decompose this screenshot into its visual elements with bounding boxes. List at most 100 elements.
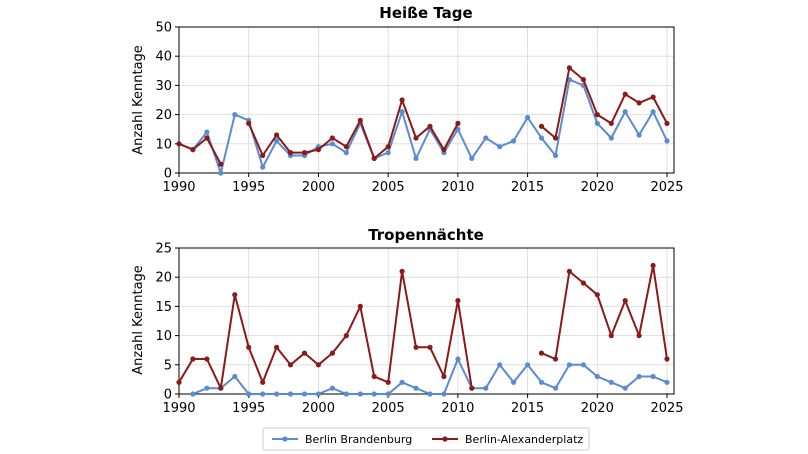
data-point-berlin-brandenburg <box>497 144 503 150</box>
data-point-berlin-alexanderplatz <box>469 385 475 391</box>
x-tick-label: 2015 <box>511 180 544 195</box>
data-point-berlin-alexanderplatz <box>552 356 559 362</box>
data-point-berlin-alexanderplatz <box>329 135 335 141</box>
data-point-berlin-alexanderplatz <box>636 100 642 106</box>
y-tick-label: 10 <box>155 329 172 344</box>
data-point-berlin-brandenburg <box>329 141 335 147</box>
data-point-berlin-brandenburg <box>204 385 210 391</box>
data-point-berlin-alexanderplatz <box>608 333 614 339</box>
data-point-berlin-brandenburg <box>552 152 559 159</box>
data-point-berlin-alexanderplatz <box>274 132 280 138</box>
x-tick-label: 2025 <box>650 180 683 195</box>
data-point-berlin-alexanderplatz <box>274 344 280 350</box>
data-point-berlin-alexanderplatz <box>204 135 210 141</box>
series-line-berlin-alexanderplatz <box>178 137 222 165</box>
data-point-berlin-brandenburg <box>594 120 600 126</box>
data-point-berlin-brandenburg <box>385 150 391 156</box>
panel-title: Tropennächte <box>368 226 484 244</box>
panel-title: Heiße Tage <box>379 4 472 22</box>
axes-frame <box>178 247 675 395</box>
data-point-berlin-alexanderplatz <box>664 120 670 126</box>
data-point-berlin-brandenburg <box>483 135 489 141</box>
data-point-berlin-alexanderplatz <box>176 379 182 385</box>
data-point-berlin-alexanderplatz <box>260 152 266 159</box>
data-point-berlin-alexanderplatz <box>315 147 321 153</box>
data-point-berlin-alexanderplatz <box>455 298 461 304</box>
data-point-berlin-brandenburg <box>427 391 433 397</box>
data-point-berlin-alexanderplatz <box>441 147 447 153</box>
data-point-berlin-brandenburg <box>455 356 461 362</box>
data-point-berlin-brandenburg <box>343 150 349 156</box>
legend-marker-berlin-alexanderplatz <box>442 436 448 442</box>
series-line-berlin-alexanderplatz <box>247 99 459 160</box>
panel-heisse-tage: Heiße Tage Anzahl Kenntage 1990 1995 2000 2… <box>131 4 684 195</box>
data-point-berlin-brandenburg <box>274 138 280 144</box>
data-point-berlin-alexanderplatz <box>399 97 405 103</box>
data-point-berlin-alexanderplatz <box>650 262 656 269</box>
data-point-berlin-alexanderplatz <box>538 123 545 129</box>
y-tick-label: 40 <box>155 50 172 65</box>
data-point-berlin-brandenburg <box>538 379 545 385</box>
data-point-berlin-alexanderplatz <box>580 280 587 286</box>
data-point-berlin-alexanderplatz <box>594 292 600 298</box>
x-tick-label: 2005 <box>372 180 405 195</box>
data-point-berlin-alexanderplatz <box>594 112 600 118</box>
data-point-berlin-alexanderplatz <box>218 161 224 167</box>
data-point-berlin-brandenburg <box>315 391 321 397</box>
data-point-berlin-alexanderplatz <box>190 356 196 362</box>
data-point-berlin-brandenburg <box>260 164 266 170</box>
legend-label-berlin-alexanderplatz: Berlin-Alexanderplatz <box>465 433 583 446</box>
data-point-berlin-alexanderplatz <box>399 268 405 274</box>
data-point-berlin-alexanderplatz <box>301 150 308 156</box>
data-point-berlin-brandenburg <box>399 379 405 385</box>
x-tick-label: 1995 <box>232 180 265 195</box>
data-point-berlin-alexanderplatz <box>329 350 335 356</box>
data-point-berlin-alexanderplatz <box>650 94 656 100</box>
data-point-berlin-brandenburg <box>650 373 656 380</box>
legend-label-berlin-brandenburg: Berlin Brandenburg <box>305 433 412 446</box>
data-point-berlin-brandenburg <box>232 112 238 118</box>
x-tick-label: 1995 <box>232 401 265 416</box>
data-point-berlin-alexanderplatz <box>413 344 419 350</box>
data-point-berlin-brandenburg <box>190 391 196 397</box>
data-point-berlin-brandenburg <box>232 373 238 380</box>
y-tick-label: 0 <box>164 167 172 182</box>
data-point-berlin-alexanderplatz <box>441 373 447 380</box>
axes-frame <box>178 26 675 174</box>
y-tick-label: 25 <box>155 242 172 257</box>
data-point-berlin-brandenburg <box>580 362 587 368</box>
data-point-berlin-alexanderplatz <box>357 303 363 309</box>
data-point-berlin-brandenburg <box>357 391 363 397</box>
y-axis-label: Anzahl Kenntage <box>131 265 146 375</box>
data-point-berlin-brandenburg <box>204 129 210 135</box>
legend-frame <box>262 427 590 451</box>
x-tick-label: 2025 <box>650 401 683 416</box>
x-tick-label: 1990 <box>162 401 195 416</box>
x-tick-label: 2000 <box>302 180 335 195</box>
data-point-berlin-brandenburg <box>260 391 266 397</box>
x-tick-label: 1990 <box>162 180 195 195</box>
data-point-berlin-brandenburg <box>301 391 308 397</box>
data-point-berlin-brandenburg <box>287 391 294 397</box>
data-point-berlin-brandenburg <box>525 114 531 121</box>
x-tick-label: 2000 <box>302 401 335 416</box>
y-tick-label: 20 <box>155 271 172 286</box>
data-point-berlin-brandenburg <box>497 362 503 368</box>
y-tick-label: 50 <box>155 21 172 36</box>
data-point-berlin-alexanderplatz <box>204 356 210 362</box>
data-point-berlin-alexanderplatz <box>427 123 433 129</box>
data-point-berlin-brandenburg <box>664 379 670 385</box>
data-point-berlin-alexanderplatz <box>218 385 224 391</box>
x-tick-label: 2010 <box>441 180 474 195</box>
data-point-berlin-brandenburg <box>483 385 489 391</box>
data-point-berlin-alexanderplatz <box>287 150 294 156</box>
y-tick-label: 15 <box>155 300 172 315</box>
data-point-berlin-alexanderplatz <box>664 356 670 362</box>
y-tick-label: 10 <box>155 137 172 152</box>
data-point-berlin-alexanderplatz <box>287 362 294 368</box>
data-point-berlin-alexanderplatz <box>385 379 391 385</box>
data-point-berlin-alexanderplatz <box>176 141 182 147</box>
data-point-berlin-alexanderplatz <box>232 292 238 298</box>
data-point-berlin-brandenburg <box>329 385 335 391</box>
data-point-berlin-brandenburg <box>399 109 405 115</box>
